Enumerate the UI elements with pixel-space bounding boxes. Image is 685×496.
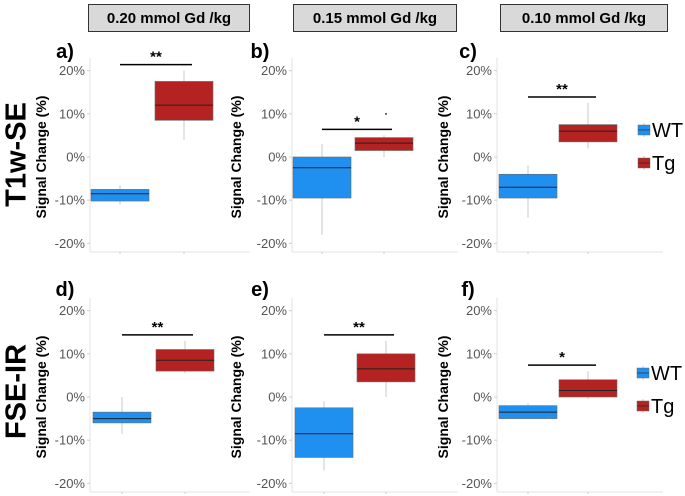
- y-tick-label: 10%: [261, 346, 287, 361]
- box-tg-iqr: [558, 379, 618, 398]
- significance-marker: **: [152, 319, 164, 336]
- box-tg: [558, 371, 618, 400]
- significance-marker: *: [354, 113, 360, 130]
- legend-1: WT Tg: [637, 120, 683, 175]
- panel-label: b): [251, 41, 270, 63]
- box-tg: [155, 340, 215, 374]
- y-tick-label: -20%: [462, 476, 493, 491]
- box-tg: [154, 70, 214, 140]
- y-tick-label: 20%: [261, 303, 287, 318]
- panel-c: c) Signal Change (%) -20% -10% 0% 10% 20% **: [435, 41, 663, 254]
- panel-label: e): [251, 279, 269, 301]
- y-tick-label: 10%: [59, 346, 85, 361]
- y-tick-label: 0%: [473, 150, 492, 165]
- y-tick-label: -10%: [55, 193, 86, 208]
- box-wt-iqr: [498, 173, 558, 199]
- y-tick-label: -10%: [257, 193, 288, 208]
- y-tick-label: -20%: [257, 476, 288, 491]
- box-tg-iqr: [356, 353, 416, 383]
- legend-label-wt: WT: [652, 120, 683, 142]
- panel-f: f) Signal Change (%) -20% -10% 0% 10% 20% *: [435, 279, 663, 494]
- panel-label: f): [461, 279, 474, 301]
- y-tick-label: 20%: [59, 303, 85, 318]
- box-wt-iqr: [292, 156, 352, 199]
- y-axis-label: Signal Change (%): [228, 96, 244, 219]
- y-axis-label: Signal Change (%): [228, 336, 244, 459]
- y-tick-label: 20%: [261, 63, 287, 78]
- box-wt: [498, 165, 558, 218]
- panel-e: e) Signal Change (%) -20% -10% 0% 10% 20% **: [228, 279, 458, 494]
- y-tick-label: -20%: [257, 236, 288, 251]
- legend-label-tg: Tg: [651, 396, 674, 418]
- legend-2: WT Tg: [636, 363, 682, 418]
- box-tg-iqr: [558, 124, 618, 143]
- box-wt-iqr: [294, 407, 354, 458]
- legend-label-tg: Tg: [652, 153, 675, 175]
- y-tick-label: 0%: [66, 150, 85, 165]
- y-tick-label: 10%: [261, 106, 287, 121]
- y-tick-label: 10%: [466, 346, 492, 361]
- box-wt: [498, 403, 558, 419]
- y-tick-label: -20%: [462, 236, 493, 251]
- y-axis-label: Signal Change (%): [435, 336, 451, 459]
- y-tick-label: -20%: [55, 476, 86, 491]
- box-wt: [292, 144, 352, 235]
- panel-label: c): [459, 41, 477, 63]
- column-header-0-10: 0.10 mmol Gd /kg: [500, 4, 668, 32]
- y-tick-label: 20%: [59, 63, 85, 78]
- box-tg: [354, 112, 414, 157]
- significance-marker: *: [559, 349, 565, 366]
- outlier-point: [385, 112, 387, 115]
- y-axis-label: Signal Change (%): [33, 336, 49, 459]
- y-tick-label: -10%: [462, 433, 493, 448]
- y-tick-label: 20%: [466, 63, 492, 78]
- y-tick-label: 0%: [66, 390, 85, 405]
- box-tg: [356, 340, 416, 397]
- panel-label: d): [56, 279, 75, 301]
- box-wt-iqr: [92, 411, 152, 424]
- y-axis-label: Signal Change (%): [435, 96, 451, 219]
- panel-b: b) Signal Change (%) -20% -10% 0% 10% 20% *: [228, 41, 458, 254]
- y-tick-label: -10%: [55, 433, 86, 448]
- box-tg-iqr: [354, 137, 414, 151]
- significance-marker: **: [556, 81, 568, 98]
- column-header-0-15: 0.15 mmol Gd /kg: [293, 4, 457, 32]
- box-wt: [294, 401, 354, 471]
- column-header-0-20: 0.20 mmol Gd /kg: [88, 4, 250, 32]
- box-wt-iqr: [90, 189, 150, 202]
- y-tick-label: -10%: [257, 433, 288, 448]
- y-tick-label: -10%: [462, 193, 493, 208]
- y-axis-label: Signal Change (%): [33, 96, 49, 219]
- y-tick-label: 0%: [268, 150, 287, 165]
- panel-a: a) Signal Change (%) -20% -10% 0% 10% 20% **: [33, 41, 250, 254]
- y-tick-label: 20%: [466, 303, 492, 318]
- y-tick-label: 10%: [59, 106, 85, 121]
- box-wt: [92, 397, 152, 434]
- box-wt: [90, 185, 150, 205]
- y-tick-label: 0%: [268, 390, 287, 405]
- legend-label-wt: WT: [651, 363, 682, 385]
- panel-d: d) Signal Change (%) -20% -10% 0% 10% 20% **: [33, 279, 250, 494]
- significance-marker: **: [353, 319, 365, 336]
- panel-label: a): [56, 41, 74, 63]
- significance-marker: **: [150, 49, 162, 66]
- y-tick-label: 0%: [473, 390, 492, 405]
- box-tg: [558, 103, 618, 149]
- y-tick-label: -20%: [55, 236, 86, 251]
- box-tg-iqr: [154, 81, 214, 121]
- y-tick-label: 10%: [466, 106, 492, 121]
